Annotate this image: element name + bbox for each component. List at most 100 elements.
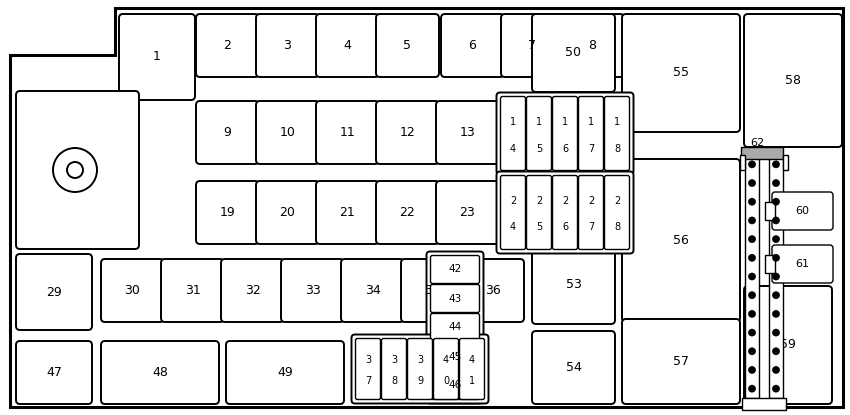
Text: 2: 2 (614, 196, 620, 206)
Circle shape (773, 254, 779, 261)
Text: 4: 4 (469, 355, 475, 365)
Circle shape (749, 385, 756, 392)
Text: 21: 21 (340, 206, 355, 219)
Text: 1: 1 (614, 117, 620, 127)
Text: 5: 5 (536, 222, 542, 232)
Text: 4: 4 (510, 222, 516, 232)
Text: 1: 1 (510, 117, 516, 127)
FancyBboxPatch shape (532, 246, 615, 324)
FancyBboxPatch shape (552, 97, 577, 171)
Text: 2: 2 (510, 196, 516, 206)
Text: 12: 12 (400, 126, 416, 139)
FancyBboxPatch shape (434, 339, 458, 400)
Circle shape (749, 180, 756, 186)
Text: 32: 32 (245, 284, 260, 297)
FancyBboxPatch shape (376, 101, 439, 164)
FancyBboxPatch shape (532, 171, 615, 239)
Circle shape (773, 366, 779, 374)
Text: 9: 9 (417, 376, 423, 386)
Circle shape (773, 348, 779, 355)
Text: 1: 1 (153, 51, 161, 63)
FancyBboxPatch shape (430, 371, 479, 400)
Text: 44: 44 (448, 322, 462, 332)
FancyBboxPatch shape (552, 176, 577, 249)
FancyBboxPatch shape (430, 313, 479, 342)
Text: 20: 20 (280, 206, 296, 219)
Text: 8: 8 (588, 39, 597, 52)
FancyBboxPatch shape (436, 181, 499, 244)
Circle shape (773, 385, 779, 392)
FancyBboxPatch shape (341, 259, 404, 322)
Text: 29: 29 (46, 286, 62, 298)
Circle shape (749, 348, 756, 355)
FancyBboxPatch shape (316, 14, 379, 77)
Text: 45: 45 (448, 352, 462, 361)
Polygon shape (10, 8, 843, 407)
Text: 8: 8 (614, 222, 620, 232)
Text: 9: 9 (224, 126, 231, 139)
Circle shape (773, 329, 779, 336)
Text: 0: 0 (443, 376, 449, 386)
Text: 3: 3 (417, 355, 423, 365)
Circle shape (749, 329, 756, 336)
Text: 7: 7 (588, 222, 594, 232)
Text: 7: 7 (365, 376, 371, 386)
Text: 1: 1 (562, 117, 568, 127)
Text: 62: 62 (750, 138, 764, 148)
Text: 60: 60 (796, 206, 809, 216)
FancyBboxPatch shape (441, 14, 504, 77)
Text: 4: 4 (443, 355, 449, 365)
Circle shape (773, 236, 779, 243)
Text: 3: 3 (284, 39, 292, 52)
FancyBboxPatch shape (196, 14, 259, 77)
Circle shape (773, 180, 779, 186)
Text: 4: 4 (510, 144, 516, 154)
Text: 58: 58 (785, 74, 801, 87)
FancyBboxPatch shape (622, 14, 740, 132)
FancyBboxPatch shape (16, 341, 92, 404)
Text: 3: 3 (365, 355, 371, 365)
Text: 6: 6 (468, 39, 477, 52)
FancyBboxPatch shape (622, 319, 740, 404)
FancyBboxPatch shape (196, 101, 259, 164)
Text: 46: 46 (448, 381, 462, 391)
Text: 36: 36 (484, 284, 501, 297)
Text: 56: 56 (673, 234, 689, 247)
Text: 55: 55 (673, 66, 689, 80)
Text: 5: 5 (536, 144, 542, 154)
Text: 48: 48 (152, 366, 168, 379)
FancyBboxPatch shape (352, 334, 489, 403)
Circle shape (773, 217, 779, 224)
Text: 5: 5 (404, 39, 411, 52)
Text: 8: 8 (614, 144, 620, 154)
FancyBboxPatch shape (532, 14, 615, 92)
FancyBboxPatch shape (226, 341, 344, 404)
Text: 2: 2 (536, 196, 542, 206)
Bar (740, 155, 745, 170)
Bar (765, 202, 775, 220)
Text: 10: 10 (280, 126, 296, 139)
Circle shape (53, 148, 97, 192)
FancyBboxPatch shape (526, 97, 552, 171)
Bar (741, 147, 783, 159)
FancyBboxPatch shape (256, 181, 319, 244)
Text: 7: 7 (588, 144, 594, 154)
FancyBboxPatch shape (256, 101, 319, 164)
FancyBboxPatch shape (501, 97, 525, 171)
FancyBboxPatch shape (281, 259, 344, 322)
Text: 7: 7 (529, 39, 536, 52)
FancyBboxPatch shape (772, 192, 833, 230)
Bar (742, 398, 786, 410)
FancyBboxPatch shape (772, 245, 833, 283)
FancyBboxPatch shape (376, 14, 439, 77)
Circle shape (749, 254, 756, 261)
Text: 2: 2 (588, 196, 594, 206)
Circle shape (749, 366, 756, 374)
FancyBboxPatch shape (744, 286, 832, 404)
Text: 31: 31 (184, 284, 201, 297)
FancyBboxPatch shape (316, 101, 379, 164)
FancyBboxPatch shape (401, 259, 464, 322)
Text: 22: 22 (400, 206, 416, 219)
FancyBboxPatch shape (579, 97, 604, 171)
Text: 59: 59 (780, 339, 796, 352)
